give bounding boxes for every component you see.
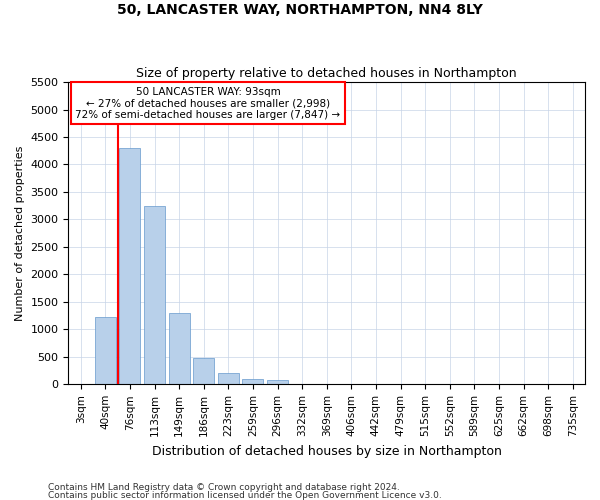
Y-axis label: Number of detached properties: Number of detached properties [15,146,25,321]
Text: Contains HM Land Registry data © Crown copyright and database right 2024.: Contains HM Land Registry data © Crown c… [48,484,400,492]
Bar [242,379,263,384]
Bar [193,358,214,384]
Text: 50 LANCASTER WAY: 93sqm
← 27% of detached houses are smaller (2,998)
72% of semi: 50 LANCASTER WAY: 93sqm ← 27% of detache… [76,86,340,120]
Bar [218,374,239,384]
Bar [267,380,288,384]
Text: 50, LANCASTER WAY, NORTHAMPTON, NN4 8LY: 50, LANCASTER WAY, NORTHAMPTON, NN4 8LY [117,2,483,16]
Bar [119,148,140,384]
Title: Size of property relative to detached houses in Northampton: Size of property relative to detached ho… [136,66,517,80]
Bar [144,206,165,384]
Bar [169,313,190,384]
Bar [95,318,116,384]
Text: Contains public sector information licensed under the Open Government Licence v3: Contains public sector information licen… [48,490,442,500]
X-axis label: Distribution of detached houses by size in Northampton: Distribution of detached houses by size … [152,444,502,458]
